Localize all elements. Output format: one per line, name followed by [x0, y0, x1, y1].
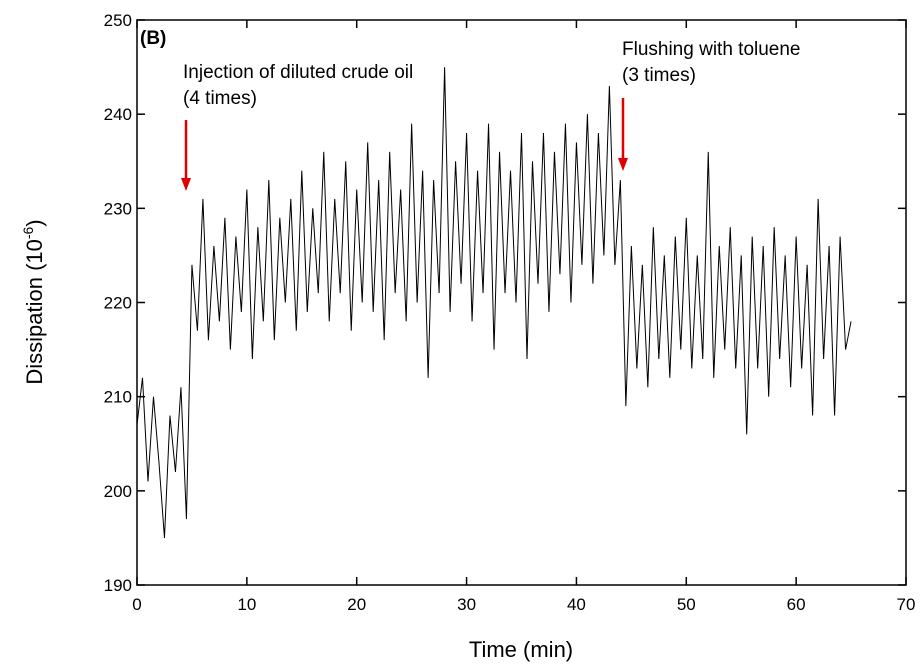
panel-label: (B)	[140, 28, 166, 49]
y-axis-label-text: Dissipation (10	[22, 239, 47, 385]
annotation: (3 times)	[622, 65, 696, 86]
data-line	[136, 67, 852, 538]
annotation: Flushing with toluene	[622, 39, 801, 60]
y-axis-label: Dissipation (10-6)	[20, 219, 47, 384]
arrow	[618, 98, 628, 171]
x-tick-label: 30	[457, 595, 476, 614]
x-tick-label: 70	[897, 595, 916, 614]
y-tick-label: 250	[104, 11, 132, 30]
annotation: (4 times)	[183, 88, 257, 109]
x-tick-label: 20	[347, 595, 366, 614]
y-tick-label: 220	[104, 294, 132, 313]
y-tick-label: 210	[104, 388, 132, 407]
y-tick-label: 190	[104, 576, 132, 595]
y-tick-label: 240	[104, 105, 132, 124]
x-tick-label: 60	[787, 595, 806, 614]
x-tick-label: 40	[567, 595, 586, 614]
x-tick-label: 0	[132, 595, 141, 614]
arrow	[181, 120, 191, 191]
x-axis-label: Time (min)	[469, 637, 573, 662]
y-tick-label: 230	[104, 199, 132, 218]
y-axis-label-end: )	[22, 219, 47, 226]
y-tick-label: 200	[104, 482, 132, 501]
annotation: Injection of diluted crude oil	[183, 62, 413, 83]
x-tick-label: 50	[677, 595, 696, 614]
x-tick-label: 10	[237, 595, 256, 614]
y-axis-label-exponent: -6	[20, 226, 36, 239]
